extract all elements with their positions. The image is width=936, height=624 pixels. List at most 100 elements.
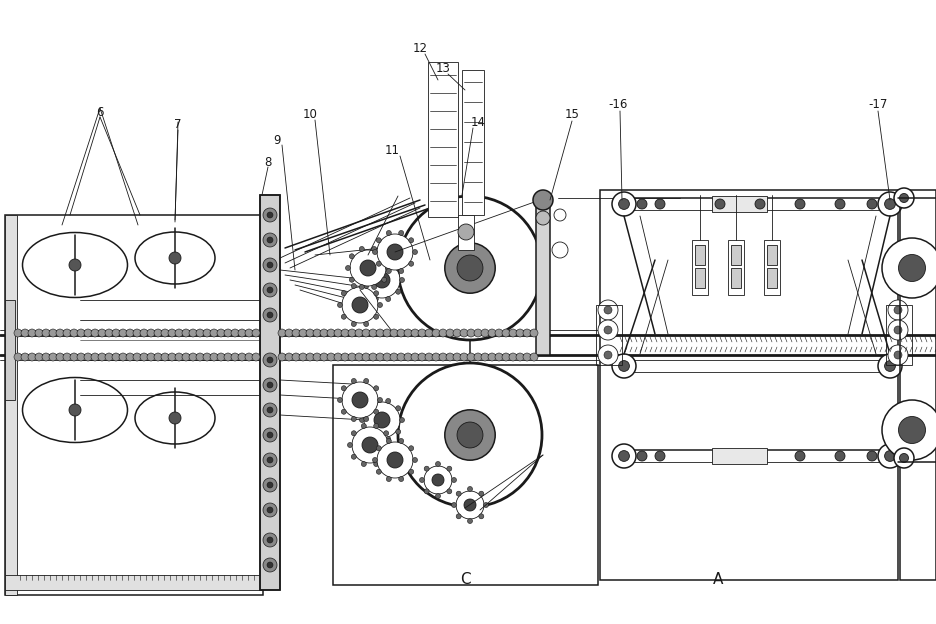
Circle shape <box>119 329 127 337</box>
Circle shape <box>637 451 647 461</box>
Circle shape <box>252 329 260 337</box>
Circle shape <box>390 353 398 361</box>
Circle shape <box>604 326 612 334</box>
Circle shape <box>278 353 286 361</box>
Circle shape <box>263 353 277 367</box>
Circle shape <box>377 303 383 308</box>
Circle shape <box>154 329 162 337</box>
Circle shape <box>388 442 392 447</box>
Circle shape <box>362 353 370 361</box>
Circle shape <box>35 329 43 337</box>
Circle shape <box>84 329 92 337</box>
Circle shape <box>399 477 403 482</box>
Circle shape <box>456 491 484 519</box>
Circle shape <box>396 266 401 271</box>
Circle shape <box>267 482 273 488</box>
Circle shape <box>655 451 665 461</box>
Circle shape <box>327 329 335 337</box>
Text: 12: 12 <box>413 42 428 54</box>
Circle shape <box>899 416 926 444</box>
Circle shape <box>373 250 377 255</box>
Circle shape <box>359 278 364 283</box>
Circle shape <box>362 329 370 337</box>
Circle shape <box>263 503 277 517</box>
Circle shape <box>189 353 197 361</box>
Circle shape <box>411 329 419 337</box>
Circle shape <box>63 329 71 337</box>
Text: 14: 14 <box>471 115 486 129</box>
Circle shape <box>373 409 379 414</box>
Circle shape <box>374 412 390 428</box>
Circle shape <box>363 429 369 434</box>
Circle shape <box>479 514 484 519</box>
Circle shape <box>882 400 936 460</box>
Text: 10: 10 <box>302 109 317 122</box>
Circle shape <box>363 266 369 271</box>
Circle shape <box>398 196 542 340</box>
Circle shape <box>182 329 190 337</box>
Bar <box>5 215 17 595</box>
Circle shape <box>267 357 273 363</box>
Circle shape <box>263 378 277 392</box>
Circle shape <box>445 410 495 461</box>
Circle shape <box>105 329 113 337</box>
Circle shape <box>84 353 92 361</box>
Circle shape <box>49 353 57 361</box>
Circle shape <box>451 477 457 482</box>
Circle shape <box>350 250 386 286</box>
Circle shape <box>359 246 364 251</box>
Circle shape <box>619 361 629 371</box>
Circle shape <box>69 259 81 271</box>
Circle shape <box>364 417 369 422</box>
Text: 8: 8 <box>264 155 271 168</box>
Text: 13: 13 <box>435 62 450 74</box>
Circle shape <box>387 452 403 468</box>
Circle shape <box>231 353 239 361</box>
Circle shape <box>386 437 390 442</box>
Circle shape <box>398 363 542 507</box>
Circle shape <box>369 353 377 361</box>
Circle shape <box>404 353 412 361</box>
Circle shape <box>126 353 134 361</box>
Circle shape <box>409 238 414 243</box>
Circle shape <box>203 329 211 337</box>
Circle shape <box>418 353 426 361</box>
Circle shape <box>376 238 381 243</box>
Circle shape <box>175 329 183 337</box>
Circle shape <box>299 353 307 361</box>
Circle shape <box>386 258 390 263</box>
Circle shape <box>552 242 568 258</box>
Circle shape <box>351 283 357 288</box>
Circle shape <box>882 238 936 298</box>
Circle shape <box>384 431 388 436</box>
Circle shape <box>364 262 400 298</box>
Circle shape <box>56 329 64 337</box>
Circle shape <box>384 454 388 459</box>
Circle shape <box>217 353 225 361</box>
Circle shape <box>619 451 629 461</box>
Circle shape <box>899 454 909 462</box>
Circle shape <box>894 351 902 359</box>
Text: 15: 15 <box>564 109 579 122</box>
Circle shape <box>147 353 155 361</box>
Bar <box>692 240 708 295</box>
Circle shape <box>413 250 417 255</box>
Circle shape <box>345 265 350 270</box>
Circle shape <box>263 208 277 222</box>
Circle shape <box>267 382 273 388</box>
Bar <box>764 240 780 295</box>
Circle shape <box>495 329 503 337</box>
Circle shape <box>154 353 162 361</box>
Text: -17: -17 <box>869 99 887 112</box>
Circle shape <box>451 502 457 507</box>
Circle shape <box>396 406 401 411</box>
Circle shape <box>612 192 636 216</box>
Bar <box>458 215 474 250</box>
Text: C: C <box>460 572 470 588</box>
Bar <box>333 365 598 585</box>
Circle shape <box>267 457 273 463</box>
Bar <box>5 300 15 400</box>
Circle shape <box>364 379 369 384</box>
Circle shape <box>404 329 412 337</box>
Circle shape <box>894 188 914 208</box>
